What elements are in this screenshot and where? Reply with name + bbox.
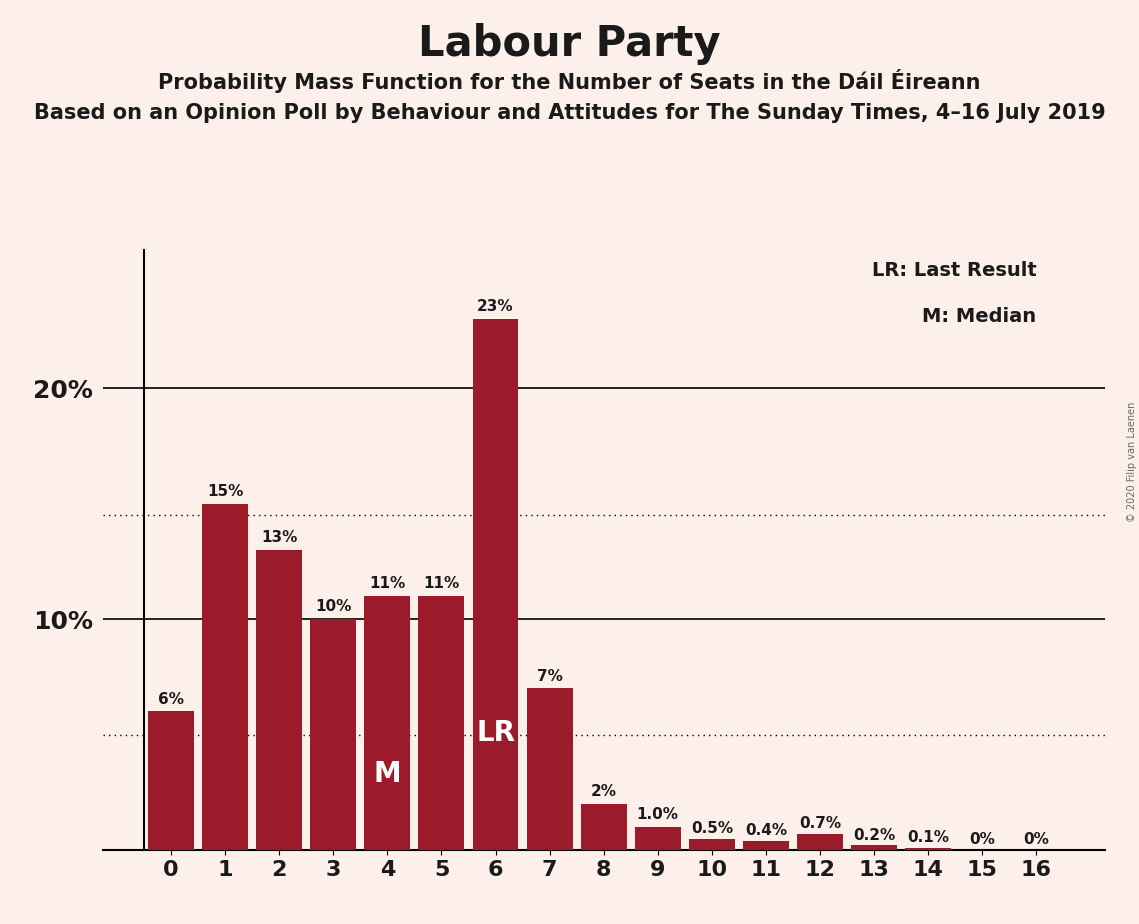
Bar — [364, 596, 410, 850]
Text: © 2020 Filip van Laenen: © 2020 Filip van Laenen — [1126, 402, 1137, 522]
Bar — [473, 319, 518, 850]
Bar — [689, 839, 735, 850]
Text: 0%: 0% — [1023, 833, 1049, 847]
Text: 15%: 15% — [207, 484, 244, 499]
Bar — [906, 848, 951, 850]
Text: 0.4%: 0.4% — [745, 823, 787, 838]
Text: 6%: 6% — [158, 692, 185, 707]
Text: 0.2%: 0.2% — [853, 828, 895, 843]
Text: Labour Party: Labour Party — [418, 23, 721, 65]
Text: LR: Last Result: LR: Last Result — [871, 261, 1036, 280]
Bar — [526, 688, 573, 850]
Text: 0.1%: 0.1% — [907, 830, 949, 845]
Bar — [148, 711, 194, 850]
Text: 2%: 2% — [591, 784, 616, 799]
Text: 0.5%: 0.5% — [690, 821, 732, 835]
Text: 23%: 23% — [477, 299, 514, 314]
Text: Probability Mass Function for the Number of Seats in the Dáil Éireann: Probability Mass Function for the Number… — [158, 69, 981, 93]
Text: M: Median: M: Median — [923, 307, 1036, 326]
Text: 1.0%: 1.0% — [637, 808, 679, 822]
Text: 0.7%: 0.7% — [798, 816, 841, 832]
Text: LR: LR — [476, 719, 515, 748]
Text: 7%: 7% — [536, 669, 563, 684]
Bar — [743, 841, 789, 850]
Text: 0%: 0% — [969, 833, 995, 847]
Bar — [851, 845, 898, 850]
Bar — [256, 550, 302, 850]
Bar — [310, 619, 357, 850]
Bar — [581, 804, 626, 850]
Text: 11%: 11% — [369, 577, 405, 591]
Text: M: M — [374, 760, 401, 788]
Text: 11%: 11% — [424, 577, 459, 591]
Text: 10%: 10% — [316, 600, 352, 614]
Text: 13%: 13% — [261, 530, 297, 545]
Text: Based on an Opinion Poll by Behaviour and Attitudes for The Sunday Times, 4–16 J: Based on an Opinion Poll by Behaviour an… — [34, 103, 1105, 124]
Bar — [418, 596, 465, 850]
Bar — [202, 504, 248, 850]
Bar — [634, 827, 681, 850]
Bar — [797, 833, 843, 850]
